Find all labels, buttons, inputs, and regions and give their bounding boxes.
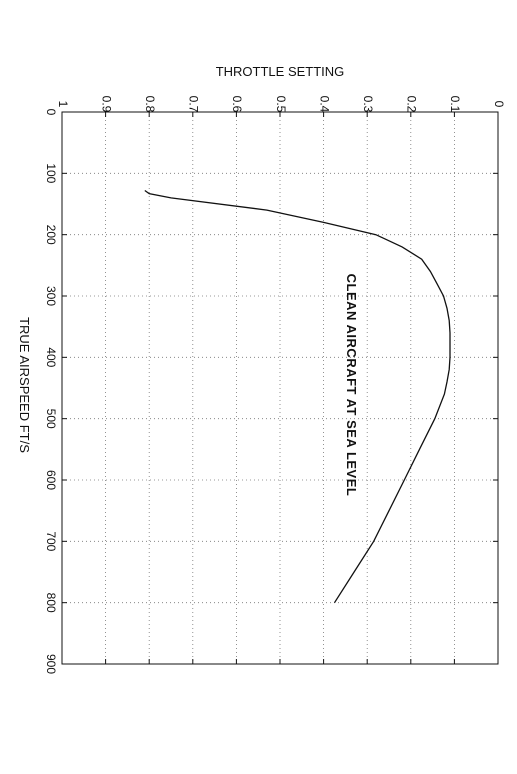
annotation-clean-aircraft: CLEAN AIRCRAFT AT SEA LEVEL bbox=[344, 274, 359, 497]
airspeed-tick-label: 200 bbox=[44, 225, 58, 245]
airspeed-tick-label: 600 bbox=[44, 470, 58, 490]
x-axis-label: TRUE AIRSPEED FT/S bbox=[17, 317, 32, 453]
airspeed-tick-label: 0 bbox=[44, 109, 58, 116]
series-line bbox=[144, 189, 451, 604]
airspeed-tick-label: 700 bbox=[44, 531, 58, 551]
throttle-tick-label: 0 bbox=[492, 101, 506, 108]
airspeed-tick-label: 500 bbox=[44, 409, 58, 429]
throttle-tick-label: 0.8 bbox=[143, 96, 157, 113]
airspeed-tick-labels: 0 100 200 300 400 500 600 700 800 900 bbox=[44, 109, 58, 675]
throttle-tick-labels: 0 0.1 0.2 0.3 0.4 0.5 0.6 0.7 0.8 0.9 1 bbox=[56, 96, 506, 113]
airspeed-tick-label: 100 bbox=[44, 163, 58, 183]
airspeed-tick-label: 400 bbox=[44, 347, 58, 367]
throttle-tick-label: 0.7 bbox=[187, 96, 201, 113]
airspeed-tick-label: 900 bbox=[44, 654, 58, 674]
axis-ticks bbox=[61, 111, 499, 665]
throttle-tick-label: 0.1 bbox=[448, 96, 462, 113]
grid-lines-throttle bbox=[105, 112, 455, 664]
y-axis-label: THROTTLE SETTING bbox=[216, 64, 345, 79]
airspeed-tick-label: 300 bbox=[44, 286, 58, 306]
throttle-tick-label: 0.2 bbox=[405, 96, 419, 113]
throttle-tick-label: 0.5 bbox=[274, 96, 288, 113]
throttle-tick-label: 0.3 bbox=[361, 96, 375, 113]
grid-lines-airspeed bbox=[62, 172, 498, 604]
throttle-tick-label: 0.9 bbox=[99, 96, 113, 113]
throttle-tick-label: 0.6 bbox=[230, 96, 244, 113]
throttle-tick-label: 1 bbox=[56, 101, 70, 108]
throttle-tick-label: 0.4 bbox=[317, 96, 331, 113]
airspeed-tick-label: 800 bbox=[44, 593, 58, 613]
